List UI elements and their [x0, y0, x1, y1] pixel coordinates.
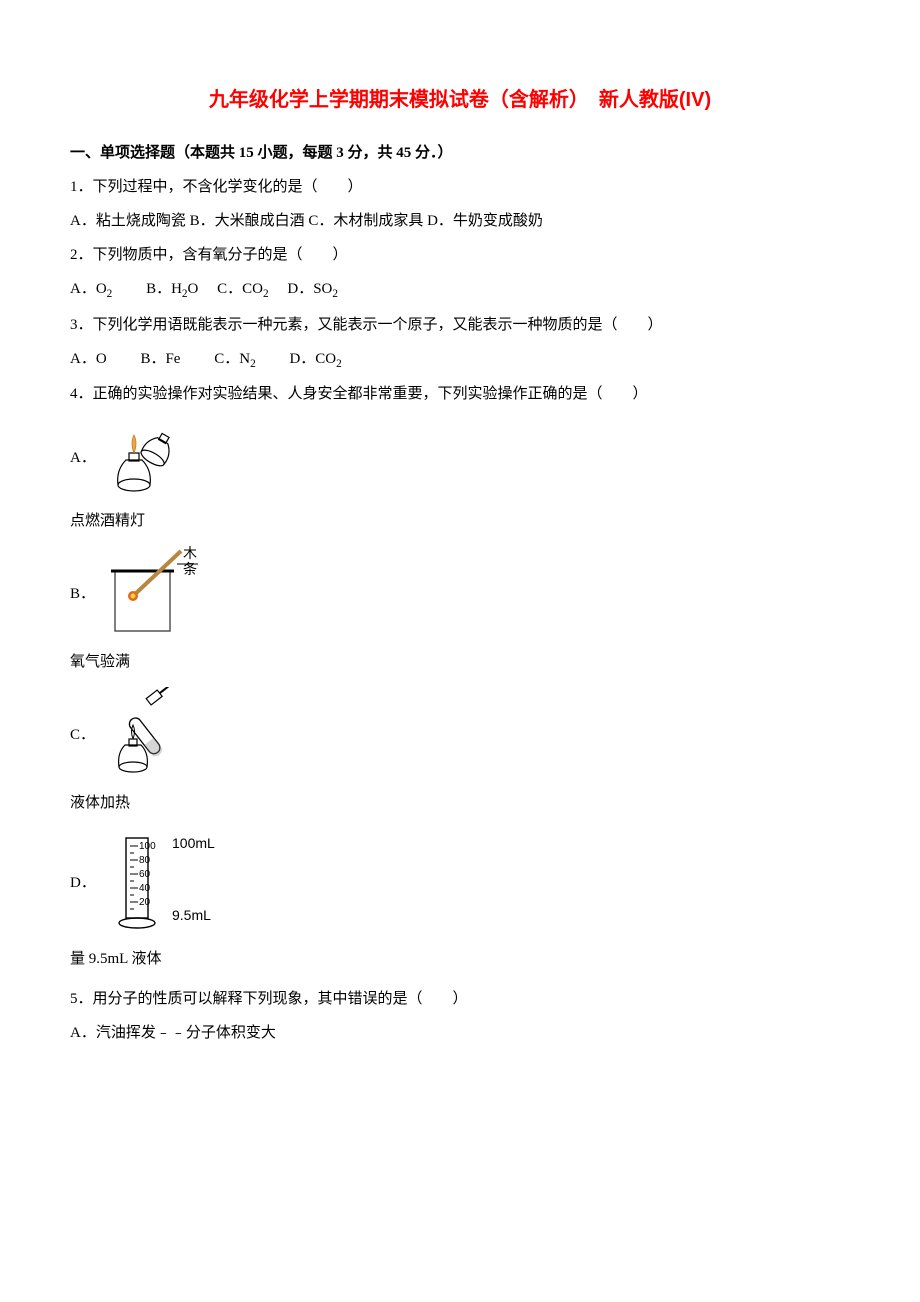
q4-D-caption: 量 9.5mL 液体 [70, 944, 850, 974]
q4-C-figure [103, 687, 203, 782]
svg-text:100: 100 [139, 841, 156, 852]
q4-D-figure: 100 80 60 40 20 100mL 9.5mL [104, 828, 254, 938]
q2-B-O: O [188, 281, 199, 297]
q4-D-row: D． 100 80 60 40 20 [70, 828, 850, 938]
q4-B-row: B． 木 条 [70, 546, 850, 641]
q3-C-sub: 2 [250, 358, 256, 370]
q4-B-figure: 木 条 [103, 546, 213, 641]
q2-C: C．CO [217, 281, 263, 297]
q4-A-figure [104, 415, 194, 500]
q5-stem: 5．用分子的性质可以解释下列现象，其中错误的是（ ） [70, 984, 850, 1014]
q4-D-label: D． [70, 868, 96, 898]
svg-text:20: 20 [139, 897, 151, 908]
q4-A-label: A． [70, 443, 96, 473]
svg-text:木: 木 [183, 546, 197, 562]
svg-text:80: 80 [139, 855, 151, 866]
q3-D-sub: 2 [336, 358, 342, 370]
q1-stem: 1．下列过程中，不含化学变化的是（ ） [70, 172, 850, 202]
q3-options: A．O B．Fe C．N2 D．CO2 [70, 344, 850, 376]
q5-A: A．汽油挥发﹣﹣分子体积变大 [70, 1018, 850, 1048]
section-header: 一、单项选择题（本题共 15 小题，每题 3 分，共 45 分．） [70, 138, 850, 168]
q1-options: A．粘土烧成陶瓷 B．大米酿成白酒 C．木材制成家具 D．牛奶变成酸奶 [70, 206, 850, 236]
q2-stem: 2．下列物质中，含有氧分子的是（ ） [70, 240, 850, 270]
page-title: 九年级化学上学期期末模拟试卷（含解析） 新人教版(IV) [70, 80, 850, 120]
q2-D-sub: 2 [332, 288, 338, 300]
q2-A: A．O [70, 281, 107, 297]
q2-C-sub: 2 [263, 288, 269, 300]
q3-C: C．N [214, 351, 250, 367]
q3-B: B．Fe [140, 351, 180, 367]
q4-B-caption: 氧气验满 [70, 647, 850, 677]
q4-C-label: C． [70, 720, 95, 750]
q4-A-caption: 点燃酒精灯 [70, 506, 850, 536]
q4-C-row: C． [70, 687, 850, 782]
q3-D: D．CO [289, 351, 336, 367]
q4-A-row: A． [70, 415, 850, 500]
q2-B: B．H [146, 281, 182, 297]
q4-stem: 4．正确的实验操作对实验结果、人身安全都非常重要，下列实验操作正确的是（ ） [70, 379, 850, 409]
q2-D: D．SO [287, 281, 332, 297]
q4-D-bot-label: 9.5mL [172, 907, 211, 923]
q3-stem: 3．下列化学用语既能表示一种元素，又能表示一个原子，又能表示一种物质的是（ ） [70, 310, 850, 340]
q4-C-caption: 液体加热 [70, 788, 850, 818]
q4-D-top-label: 100mL [172, 835, 215, 851]
q4-B-label: B． [70, 579, 95, 609]
svg-text:60: 60 [139, 869, 151, 880]
q2-options: A．O2 B．H2O C．CO2 D．SO2 [70, 274, 850, 306]
q2-A-sub: 2 [107, 288, 113, 300]
q3-A: A．O [70, 351, 107, 367]
svg-text:40: 40 [139, 883, 151, 894]
